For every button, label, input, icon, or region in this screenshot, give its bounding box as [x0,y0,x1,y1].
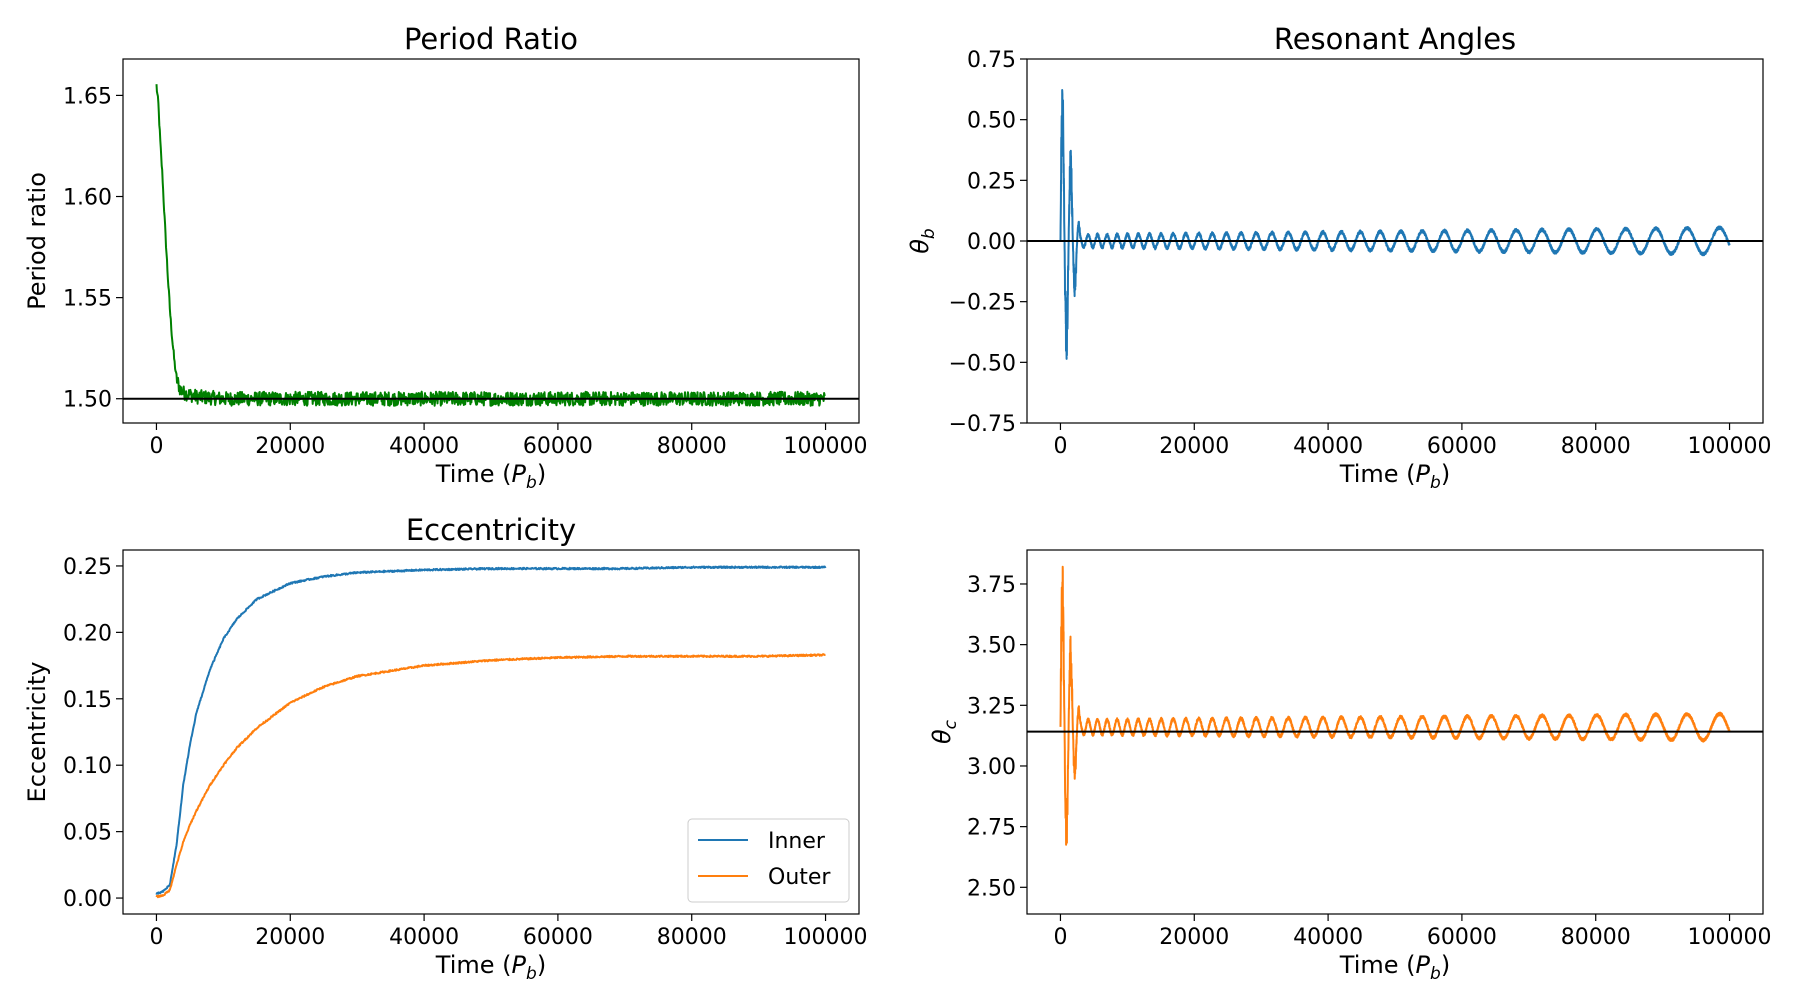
x-tick-label: 20000 [255,434,325,459]
theta-c-ticks: 0 20000 40000 60000 80000 100000 2.50 2.75 3.00 3… [967,573,1772,950]
x-tick-label: 80000 [1561,434,1631,459]
y-tick-label: 0.75 [967,48,1016,73]
y-tick-label: 0.50 [967,109,1016,134]
y-tick-label: 1.55 [63,287,112,312]
x-tick-label: 80000 [657,434,727,459]
y-tick-label: 1.50 [63,388,112,413]
theta-b-plot [1027,89,1763,360]
theta-c-panel: 0 20000 40000 60000 80000 100000 2.50 2.75 3.00 3… [928,549,1772,984]
series-line-inner [155,565,827,895]
x-tick-label: 40000 [389,434,459,459]
x-tick-label: 40000 [389,925,459,950]
eccentricity-frame [122,549,860,915]
x-tick-label: 20000 [255,925,325,950]
x-tick-label: 60000 [1427,434,1497,459]
y-tick-label: 3.75 [967,573,1016,598]
y-tick-label: 3.25 [967,694,1016,719]
y-tick-label: −0.75 [949,412,1016,437]
y-tick-label: 0.15 [63,688,112,713]
y-tick-label: 1.60 [63,186,112,211]
y-tick-label: 3.00 [967,755,1016,780]
y-tick-label: 0.20 [63,621,112,646]
theta-b-panel: Resonant Angles 0 20000 40000 60000 80000 100… [906,22,1772,493]
resonant-angles-title: Resonant Angles [1274,22,1516,56]
legend-outer-label: Outer [768,865,831,890]
x-tick-label: 80000 [1561,925,1631,950]
theta-b-frame [1026,58,1764,424]
theta-c-ylabel: θc [928,719,961,744]
x-tick-label: 60000 [1427,925,1497,950]
theta-b-ylabel: θb [906,228,939,253]
x-tick-label: 0 [149,434,163,459]
period-ratio-panel: Period Ratio 0 20000 40000 60000 80000 100000… [23,22,868,493]
series-line-period [155,84,827,407]
eccentricity-panel: Eccentricity 0 20000 40000 60000 80000 100000… [23,513,868,984]
x-tick-label: 80000 [657,925,727,950]
period-ratio-title: Period Ratio [404,22,578,56]
series-line-outer [155,653,827,899]
eccentricity-plot [155,565,827,899]
theta-c-plot [1027,565,1763,846]
theta-b-xlabel: Time (Pb) [1339,460,1450,493]
eccentricity-ticks: 0 20000 40000 60000 80000 100000 0.00 0.05 0.10 0… [63,555,868,950]
x-tick-label: 20000 [1159,434,1229,459]
x-tick-label: 100000 [784,925,868,950]
x-tick-label: 20000 [1159,925,1229,950]
y-tick-label: 0.25 [967,169,1016,194]
eccentricity-ylabel: Eccentricity [23,662,51,803]
legend-inner-label: Inner [768,829,826,854]
y-tick-label: 0.10 [63,754,112,779]
x-tick-label: 0 [1053,925,1067,950]
x-tick-label: 60000 [523,434,593,459]
x-tick-label: 100000 [1688,925,1772,950]
x-tick-label: 40000 [1293,925,1363,950]
y-tick-label: 0.00 [63,887,112,912]
period-ratio-frame [122,58,860,424]
eccentricity-xlabel: Time (Pb) [435,951,546,984]
x-tick-label: 60000 [523,925,593,950]
theta-c-frame [1026,549,1764,915]
series-line-theta_b [1059,89,1731,360]
y-tick-label: 2.50 [967,876,1016,901]
y-tick-label: 0.00 [967,230,1016,255]
eccentricity-legend: Inner Outer [687,818,850,903]
period-ratio-xlabel: Time (Pb) [435,460,546,493]
x-tick-label: 0 [149,925,163,950]
y-tick-label: 2.75 [967,816,1016,841]
y-tick-label: 3.50 [967,634,1016,659]
y-tick-label: −0.50 [949,351,1016,376]
x-tick-label: 0 [1053,434,1067,459]
y-tick-label: 0.25 [63,555,112,580]
x-tick-label: 100000 [784,434,868,459]
y-tick-label: −0.25 [949,291,1016,316]
series-line-theta_c [1059,565,1731,846]
eccentricity-title: Eccentricity [406,513,576,547]
y-tick-label: 1.65 [63,84,112,109]
y-tick-label: 0.05 [63,821,112,846]
x-tick-label: 100000 [1688,434,1772,459]
period-ratio-plot [123,84,859,407]
x-tick-label: 40000 [1293,434,1363,459]
period-ratio-ylabel: Period ratio [23,172,51,310]
theta-c-xlabel: Time (Pb) [1339,951,1450,984]
theta-b-ticks: 0 20000 40000 60000 80000 100000 −0.75 −0.50 −0.… [949,48,1772,459]
period-ratio-ticks: 0 20000 40000 60000 80000 100000 1.50 1.55 1.60 1… [63,84,868,459]
